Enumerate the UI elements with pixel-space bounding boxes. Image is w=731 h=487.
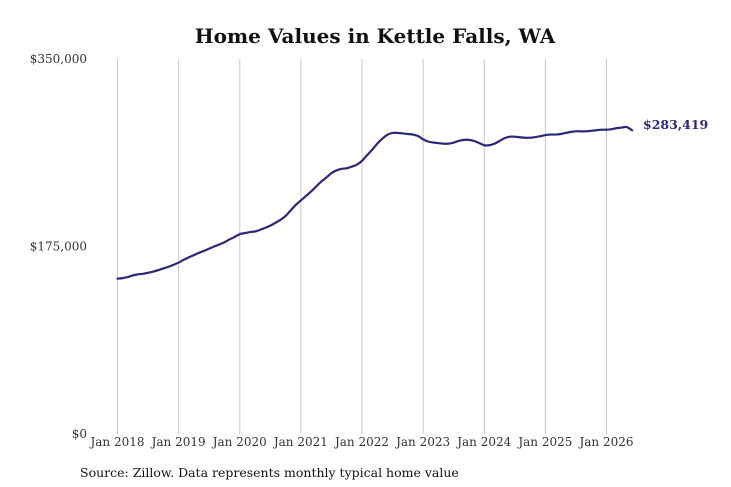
x-axis-ticks: Jan 2018 Jan 2019 Jan 2020 Jan 2021 Jan 2022…: [88, 435, 633, 449]
y-axis-ticks: $0 $175,000 $350,000: [30, 52, 87, 441]
end-value-label: $283,419: [643, 117, 708, 132]
y-tick-label: $175,000: [30, 240, 87, 254]
x-tick-label: Jan 2024: [455, 435, 511, 449]
x-tick-label: Jan 2023: [394, 435, 450, 449]
grid-lines: [117, 59, 607, 434]
x-tick-label: Jan 2019: [150, 435, 206, 449]
y-tick-label: $0: [72, 427, 87, 441]
x-tick-label: Jan 2022: [333, 435, 389, 449]
x-tick-label: Jan 2026: [577, 435, 633, 449]
source-note: Source: Zillow. Data represents monthly …: [80, 465, 459, 480]
chart-title: Home Values in Kettle Falls, WA: [195, 24, 556, 48]
y-tick-label: $350,000: [30, 52, 87, 66]
home-value-series-line: [116, 125, 634, 280]
x-tick-label: Jan 2021: [272, 435, 328, 449]
x-tick-label: Jan 2018: [88, 435, 144, 449]
x-tick-label: Jan 2020: [211, 435, 267, 449]
x-tick-label: Jan 2025: [516, 435, 572, 449]
